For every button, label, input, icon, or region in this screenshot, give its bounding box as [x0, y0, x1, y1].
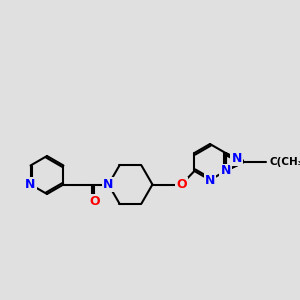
Text: N: N: [26, 178, 36, 191]
Text: N: N: [205, 173, 215, 187]
Text: O: O: [176, 178, 187, 191]
Text: N: N: [220, 164, 231, 178]
Text: C(CH₃)₃: C(CH₃)₃: [270, 157, 300, 167]
Text: O: O: [89, 195, 100, 208]
Text: N: N: [232, 152, 242, 165]
Text: N: N: [103, 178, 114, 191]
